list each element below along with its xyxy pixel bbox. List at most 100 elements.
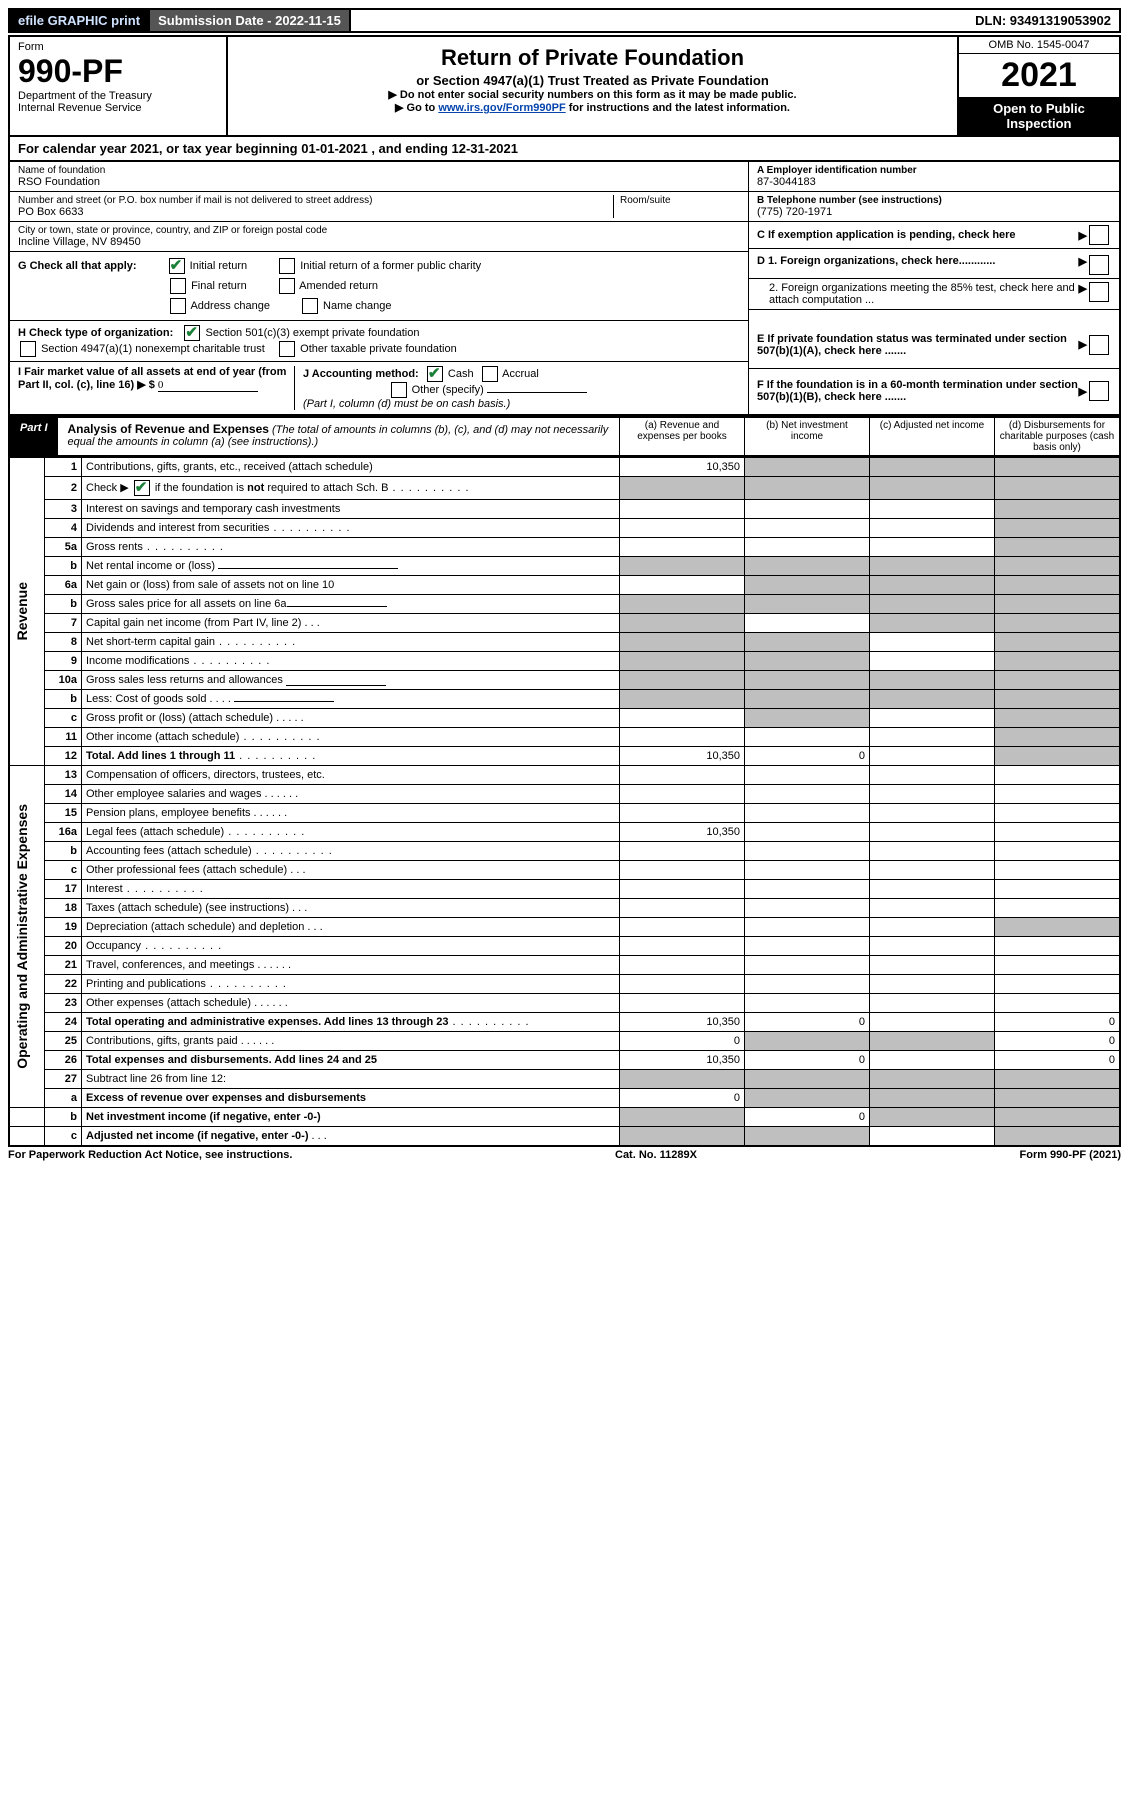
line-8: Net short-term capital gain — [82, 633, 620, 652]
l24-d: 0 — [995, 1013, 1121, 1032]
h-opt-1: Section 4947(a)(1) nonexempt charitable … — [41, 343, 265, 355]
h-4947-checkbox[interactable] — [20, 341, 36, 357]
c-checkbox[interactable] — [1089, 225, 1109, 245]
l24-a: 10,350 — [620, 1013, 745, 1032]
irs-label: Internal Revenue Service — [18, 102, 218, 114]
line-13: Compensation of officers, directors, tru… — [82, 766, 620, 785]
line-26: Total expenses and disbursements. Add li… — [82, 1051, 620, 1070]
g-amended-checkbox[interactable] — [279, 278, 295, 294]
l26-d: 0 — [995, 1051, 1121, 1070]
f-checkbox[interactable] — [1089, 381, 1109, 401]
l12-a: 10,350 — [620, 747, 745, 766]
l1-a: 10,350 — [620, 458, 745, 477]
l27b-b: 0 — [745, 1108, 870, 1127]
form-word: Form — [18, 41, 218, 53]
l12-b: 0 — [745, 747, 870, 766]
top-bar: efile GRAPHIC print Submission Date - 20… — [8, 8, 1121, 33]
j-other-line — [487, 392, 587, 393]
line-11: Other income (attach schedule) — [82, 728, 620, 747]
part1-label: Part I — [10, 418, 58, 455]
form-subtitle: or Section 4947(a)(1) Trust Treated as P… — [238, 73, 947, 88]
g-label: G Check all that apply: — [18, 260, 137, 272]
g-initial-former-checkbox[interactable] — [279, 258, 295, 274]
g-address-change-checkbox[interactable] — [170, 298, 186, 314]
c-label: C If exemption application is pending, c… — [757, 229, 1079, 241]
form-number: 990-PF — [18, 53, 218, 90]
j-opt-0: Cash — [448, 368, 474, 380]
arrow-icon: ▶ — [1079, 255, 1087, 275]
line-5b: Net rental income or (loss) — [82, 557, 620, 576]
l24-b: 0 — [745, 1013, 870, 1032]
expenses-side-label: Operating and Administrative Expenses — [14, 804, 30, 1069]
line-12: Total. Add lines 1 through 11 — [82, 747, 620, 766]
form-ref: Form 990-PF (2021) — [1020, 1149, 1121, 1161]
phone-label: B Telephone number (see instructions) — [757, 195, 1111, 206]
note2-post: for instructions and the latest informat… — [566, 102, 790, 114]
line-6b: Gross sales price for all assets on line… — [82, 595, 620, 614]
d1-checkbox[interactable] — [1089, 255, 1109, 275]
line-27: Subtract line 26 from line 12: — [82, 1070, 620, 1089]
ein-label: A Employer identification number — [757, 165, 1111, 176]
col-b-header: (b) Net investment income — [744, 418, 869, 455]
j-cash-checkbox[interactable] — [427, 366, 443, 382]
h-501c3-checkbox[interactable] — [184, 325, 200, 341]
instructions-link[interactable]: www.irs.gov/Form990PF — [438, 102, 565, 114]
j-opt-2: Other (specify) — [412, 384, 484, 396]
paperwork-notice: For Paperwork Reduction Act Notice, see … — [8, 1149, 292, 1161]
d1-label: D 1. Foreign organizations, check here..… — [757, 255, 995, 267]
line-27a: Excess of revenue over expenses and disb… — [82, 1089, 620, 1108]
city-label: City or town, state or province, country… — [18, 225, 740, 236]
dln: DLN: 93491319053902 — [967, 10, 1119, 31]
line-5a: Gross rents — [82, 538, 620, 557]
line-18: Taxes (attach schedule) (see instruction… — [82, 899, 620, 918]
g-opt-0: Initial return — [190, 260, 247, 272]
form-title: Return of Private Foundation — [238, 45, 947, 71]
arrow-icon: ▶ — [1079, 385, 1087, 398]
line-22: Printing and publications — [82, 975, 620, 994]
line-10b: Less: Cost of goods sold . . . . — [82, 690, 620, 709]
note2-pre: ▶ Go to — [395, 102, 438, 114]
address-value: PO Box 6633 — [18, 206, 613, 218]
city-value: Incline Village, NV 89450 — [18, 236, 740, 248]
g-final-return-checkbox[interactable] — [170, 278, 186, 294]
g-name-change-checkbox[interactable] — [302, 298, 318, 314]
g-initial-return-checkbox[interactable] — [169, 258, 185, 274]
line-6a: Net gain or (loss) from sale of assets n… — [82, 576, 620, 595]
efile-link[interactable]: efile GRAPHIC print — [10, 10, 148, 31]
g-opt-2: Final return — [191, 280, 247, 292]
j-opt-1: Accrual — [502, 368, 539, 380]
room-label: Room/suite — [620, 195, 740, 206]
line-16b: Accounting fees (attach schedule) — [82, 842, 620, 861]
col-d-header: (d) Disbursements for charitable purpose… — [994, 418, 1119, 455]
line-25: Contributions, gifts, grants paid . . . … — [82, 1032, 620, 1051]
j-other-checkbox[interactable] — [391, 382, 407, 398]
e-label: E If private foundation status was termi… — [757, 333, 1067, 357]
d2-checkbox[interactable] — [1089, 282, 1109, 302]
line-15: Pension plans, employee benefits . . . .… — [82, 804, 620, 823]
line-16c: Other professional fees (attach schedule… — [82, 861, 620, 880]
l26-b: 0 — [745, 1051, 870, 1070]
line-2: Check ▶ if the foundation is not require… — [82, 477, 620, 500]
l25-a: 0 — [620, 1032, 745, 1051]
entity-info: Name of foundation RSO Foundation Number… — [8, 162, 1121, 252]
line-27c: Adjusted net income (if negative, enter … — [82, 1127, 620, 1147]
line-10c: Gross profit or (loss) (attach schedule)… — [82, 709, 620, 728]
ssn-note: ▶ Do not enter social security numbers o… — [238, 88, 947, 101]
schb-checkbox[interactable] — [134, 480, 150, 496]
part1-table: Revenue 1Contributions, gifts, grants, e… — [8, 457, 1121, 1147]
h-other-checkbox[interactable] — [279, 341, 295, 357]
line-16a: Legal fees (attach schedule) — [82, 823, 620, 842]
e-checkbox[interactable] — [1089, 335, 1109, 355]
i-value: 0 — [158, 379, 258, 392]
j-note: (Part I, column (d) must be on cash basi… — [303, 398, 510, 410]
cat-no: Cat. No. 11289X — [615, 1149, 697, 1161]
d2-label: 2. Foreign organizations meeting the 85%… — [757, 282, 1079, 306]
line-4: Dividends and interest from securities — [82, 519, 620, 538]
line-3: Interest on savings and temporary cash i… — [82, 500, 620, 519]
j-accrual-checkbox[interactable] — [482, 366, 498, 382]
line-20: Occupancy — [82, 937, 620, 956]
line-1: Contributions, gifts, grants, etc., rece… — [82, 458, 620, 477]
phone-value: (775) 720-1971 — [757, 206, 1111, 218]
line-21: Travel, conferences, and meetings . . . … — [82, 956, 620, 975]
foundation-name: RSO Foundation — [18, 176, 740, 188]
